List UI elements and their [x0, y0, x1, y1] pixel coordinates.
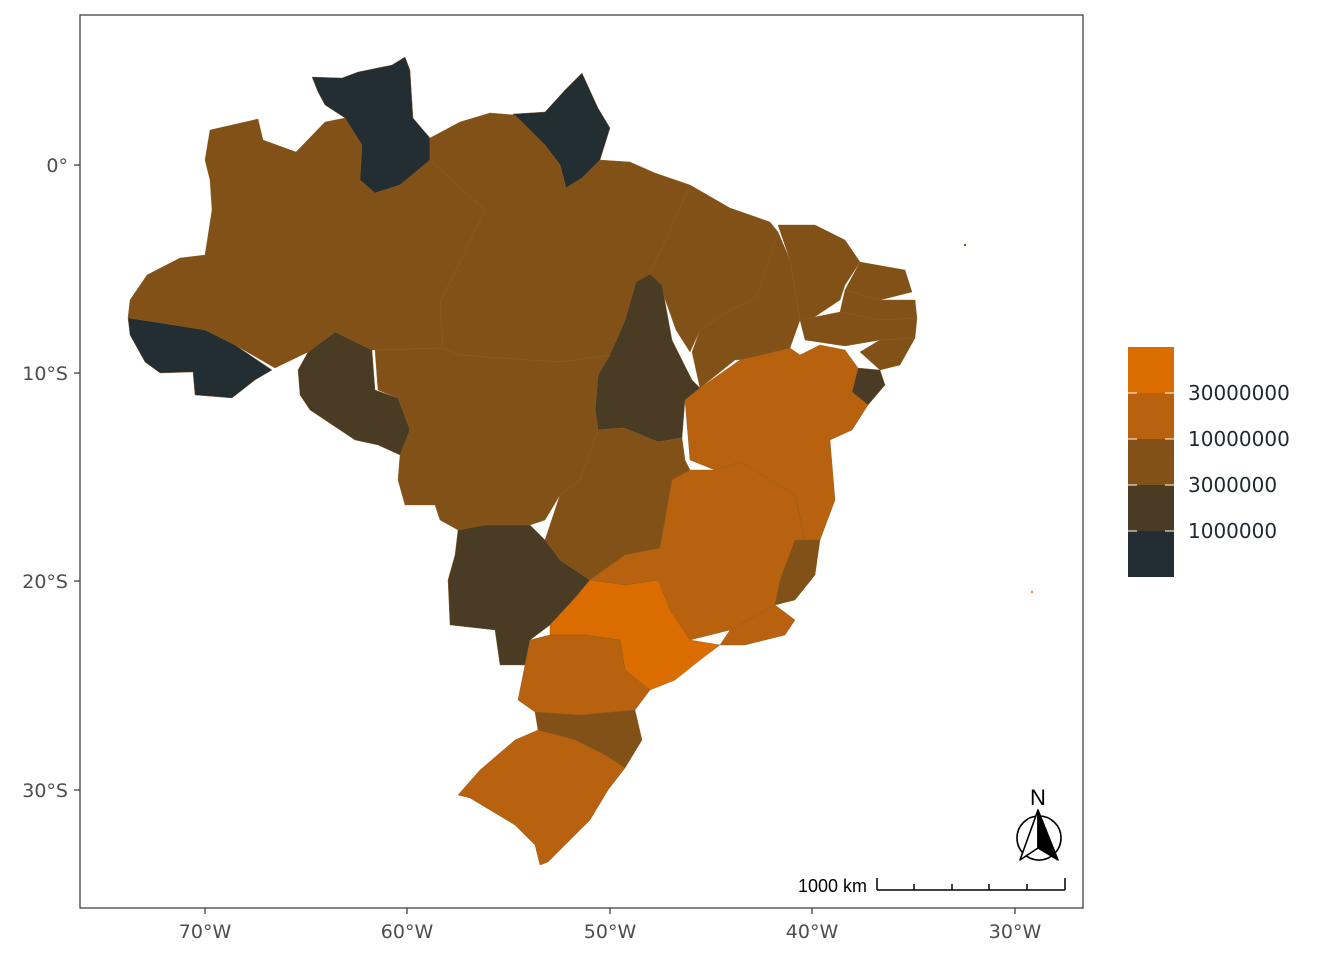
legend-swatch	[1128, 393, 1174, 439]
legend-swatch	[1128, 531, 1174, 577]
island-trindade	[1031, 591, 1033, 593]
north-arrow: N	[1016, 785, 1062, 861]
legend-label: 10000000	[1188, 427, 1290, 451]
state-bahia[interactable]	[684, 344, 869, 541]
legend-label: 30000000	[1188, 381, 1290, 405]
x-tick-label: 60°W	[381, 921, 434, 943]
legend-label: 1000000	[1188, 519, 1277, 543]
y-axis: 0° 10°S 20°S 30°S	[22, 155, 80, 802]
island-fernando-de-noronha	[963, 243, 967, 247]
state-ceara[interactable]	[777, 224, 861, 321]
state-espirito-santo[interactable]	[774, 539, 821, 606]
state-rio-grande-do-sul[interactable]	[457, 729, 626, 866]
scale-bar: 1000 km	[798, 876, 1066, 896]
legend: 30000000 10000000 3000000 1000000	[1128, 347, 1290, 577]
y-tick-label: 10°S	[22, 363, 68, 385]
state-rondonia[interactable]	[297, 331, 411, 456]
y-tick-label: 30°S	[22, 780, 68, 802]
states-layer	[127, 56, 918, 866]
legend-label: 3000000	[1188, 473, 1277, 497]
state-acre[interactable]	[127, 317, 273, 399]
x-axis: 70°W 60°W 50°W 40°W 30°W	[179, 908, 1042, 943]
y-tick-label: 0°	[46, 155, 68, 177]
legend-swatch	[1128, 485, 1174, 531]
state-parana[interactable]	[517, 634, 651, 716]
legend-swatch	[1128, 439, 1174, 485]
x-tick-label: 50°W	[584, 921, 637, 943]
scale-bar-label: 1000 km	[798, 876, 867, 896]
state-alagoas[interactable]	[859, 337, 916, 371]
north-arrow-right-half	[1037, 809, 1059, 861]
state-mato-grosso-do-sul[interactable]	[447, 524, 591, 666]
x-tick-label: 30°W	[989, 921, 1042, 943]
x-tick-label: 40°W	[786, 921, 839, 943]
state-rio-grande-do-norte[interactable]	[844, 261, 913, 301]
north-arrow-label: N	[1030, 785, 1046, 810]
legend-swatch	[1128, 347, 1174, 393]
x-tick-label: 70°W	[179, 921, 232, 943]
y-tick-label: 20°S	[22, 571, 68, 593]
